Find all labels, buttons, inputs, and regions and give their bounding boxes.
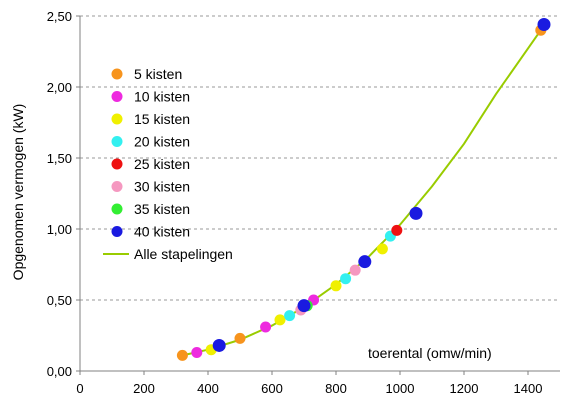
data-point [330,280,342,292]
legend-label: Alle stapelingen [134,246,233,262]
x-axis-title: toerental (omw/min) [368,345,492,361]
data-point [191,347,203,359]
y-axis-title: Opgenomen vermogen (kW) [10,104,26,281]
data-point [284,310,296,322]
x-tick-label: 1000 [386,381,415,396]
legend-marker [111,136,123,147]
data-point [537,18,551,32]
y-tick-label: 0,00 [47,364,72,379]
x-tick-label: 1200 [450,381,479,396]
x-tick-label: 600 [261,381,283,396]
y-tick-label: 1,50 [47,151,72,166]
x-tick-label: 400 [197,381,219,396]
legend-label: 15 kisten [134,111,190,127]
legend-label: 5 kisten [134,66,182,82]
legend-marker [111,226,123,237]
data-point [340,273,352,285]
legend-label: 30 kisten [134,179,190,195]
legend-label: 25 kisten [134,156,190,172]
y-axis-ticks: 0,00 0,50 1,00 1,50 2,00 2,50 [47,9,80,379]
legend-label: 40 kisten [134,224,190,240]
data-point [234,332,246,344]
data-points [176,18,551,361]
legend-label: 20 kisten [134,134,190,150]
x-axis-ticks: 0 200 400 600 800 1000 1200 1400 [76,371,542,396]
y-tick-label: 1,00 [47,222,72,237]
x-tick-label: 0 [76,381,83,396]
legend-marker [111,181,123,192]
data-point [212,338,226,352]
data-point [358,255,372,269]
data-point [376,243,388,255]
gridlines [80,15,560,301]
x-tick-label: 1400 [514,381,543,396]
legend-marker [111,203,123,215]
y-tick-label: 2,00 [47,80,72,95]
y-tick-label: 0,50 [47,293,72,308]
legend-marker [111,158,123,170]
data-point [176,349,188,361]
data-point [260,321,272,333]
x-tick-label: 200 [133,381,155,396]
y-tick-label: 2,50 [47,9,72,24]
legend-label: 10 kisten [134,89,190,105]
legend-marker [111,113,123,125]
data-point [274,314,286,326]
legend: 5 kisten 10 kisten 15 kisten 20 kisten 25 ki… [103,66,233,262]
legend-marker [111,68,123,80]
legend-label: 35 kisten [134,201,190,217]
data-point [391,224,403,236]
fit-line-alle-stapelingen [182,29,542,357]
data-point [409,206,423,220]
legend-marker [111,91,123,102]
x-tick-label: 800 [325,381,347,396]
data-point [349,264,361,276]
data-point [297,299,311,313]
